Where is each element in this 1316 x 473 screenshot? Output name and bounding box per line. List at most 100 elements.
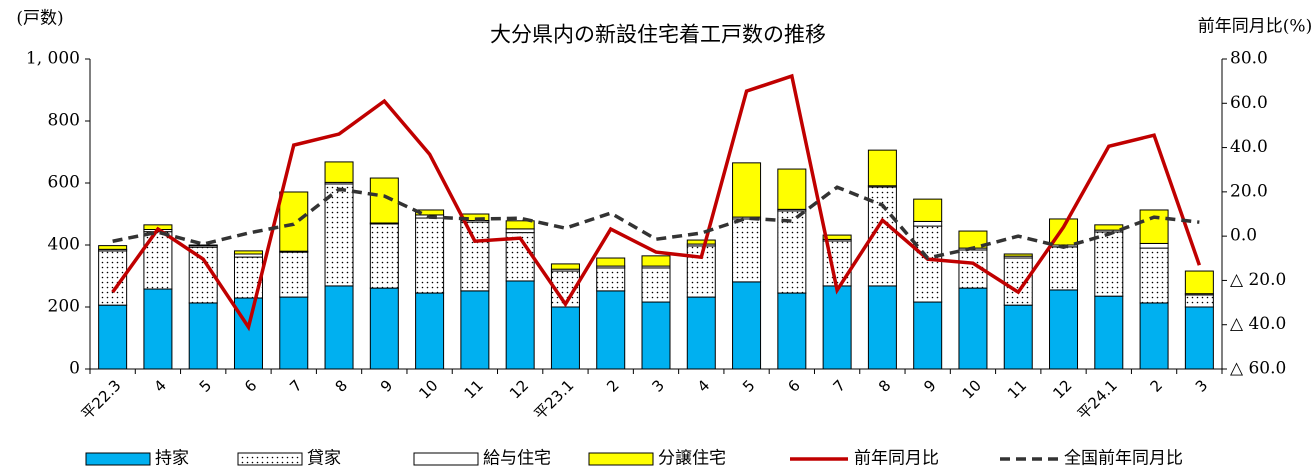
x-tick-label: 平24.1 xyxy=(1074,376,1121,423)
legend-label: 前年同月比 xyxy=(854,449,939,469)
x-tick-label: 11 xyxy=(461,376,487,402)
y2-tick-label: 80.0 xyxy=(1230,49,1268,69)
line-series xyxy=(111,73,1202,332)
bar-segment xyxy=(324,161,354,183)
bar-segment xyxy=(550,306,580,370)
bar-segment xyxy=(369,177,399,224)
x-tick-label: 11 xyxy=(1004,376,1030,402)
bar-segment xyxy=(913,220,943,227)
bar-segment xyxy=(913,198,943,222)
bar-segment xyxy=(641,255,671,267)
y2-tick-label: 20.0 xyxy=(1230,181,1268,201)
bar-segment xyxy=(686,296,716,370)
x-tick-label: 8 xyxy=(332,376,351,395)
bar-segment xyxy=(98,245,128,250)
x-tick-label: 10 xyxy=(959,376,985,402)
x-tick-label: 4 xyxy=(694,376,713,395)
bar-segment xyxy=(233,297,263,370)
x-tick-label: 2 xyxy=(1147,376,1166,395)
bar-segment xyxy=(324,183,354,287)
bar-segment xyxy=(777,168,807,210)
x-tick-label: 7 xyxy=(286,376,305,395)
bar-segment xyxy=(732,281,762,370)
bar-segment xyxy=(505,220,535,230)
bar-segment xyxy=(505,228,535,234)
x-tick-label: 9 xyxy=(377,376,396,395)
line-series xyxy=(112,185,1200,260)
bar-segment xyxy=(867,149,897,187)
chart-title: 大分県内の新設住宅着工戸数の推移 xyxy=(490,23,826,47)
bar-segment xyxy=(143,288,173,370)
y2-tick-label: 0.0 xyxy=(1230,226,1257,246)
x-tick-label: 7 xyxy=(830,376,849,395)
legend-label: 分譲住宅 xyxy=(658,449,726,469)
x-tick-label: 5 xyxy=(196,376,215,395)
bar-segment xyxy=(415,292,445,370)
bar-segment xyxy=(188,302,218,370)
bar-segment xyxy=(369,287,399,370)
bar-segment xyxy=(596,257,626,267)
legend-swatch xyxy=(85,452,151,466)
legend-swatch xyxy=(237,452,303,466)
bar-segment xyxy=(913,301,943,370)
bar-segment xyxy=(867,285,897,370)
x-tick-label: 12 xyxy=(1049,376,1075,402)
bar-segment xyxy=(505,280,535,370)
bar-segment xyxy=(641,301,671,370)
legend-label: 給与住宅 xyxy=(483,449,551,469)
bar-segment xyxy=(1049,218,1079,246)
x-tick-label: 6 xyxy=(784,376,803,395)
bar-segment xyxy=(324,285,354,370)
bar-segment xyxy=(1139,247,1169,304)
legend-label: 持家 xyxy=(155,449,189,469)
x-tick-label: 平22.3 xyxy=(78,376,125,423)
bar-segment xyxy=(279,191,309,252)
bar-segment xyxy=(1184,270,1214,295)
y-tick-label: 800 xyxy=(48,111,80,131)
y-axis-label: (戸数) xyxy=(16,9,63,29)
legend-label: 貸家 xyxy=(307,449,341,469)
bar-segment xyxy=(98,304,128,370)
x-tick-label: 12 xyxy=(506,376,532,402)
y-tick-label: 200 xyxy=(48,297,80,317)
bar-segment xyxy=(822,234,852,240)
x-tick-label: 3 xyxy=(649,376,668,395)
bar-segment xyxy=(641,267,671,303)
bar-segment xyxy=(415,217,445,294)
y-tick-label: 1, 000 xyxy=(26,49,80,69)
bar-segment xyxy=(596,267,626,292)
bar-segment xyxy=(1139,242,1169,249)
bar-segment xyxy=(1094,231,1124,297)
bar-segment xyxy=(1139,209,1169,244)
bar-segment xyxy=(958,287,988,370)
y2-axis-label: 前年同月比(%) xyxy=(1198,17,1312,37)
x-tick-label: 5 xyxy=(739,376,758,395)
x-tick-label: 2 xyxy=(603,376,622,395)
bar-segment xyxy=(1094,295,1124,370)
bar-segment xyxy=(369,223,399,289)
bar-segment xyxy=(732,162,762,218)
y2-tick-label: △ 40.0 xyxy=(1230,314,1286,334)
y2-tick-label: △ 60.0 xyxy=(1230,359,1286,379)
bar-segment xyxy=(1049,246,1079,291)
x-tick-label: 6 xyxy=(241,376,260,395)
x-tick-label: 3 xyxy=(1192,376,1211,395)
y2-tick-label: 40.0 xyxy=(1230,137,1268,157)
bar-segment xyxy=(1139,302,1169,370)
y-tick-label: 400 xyxy=(48,235,80,255)
x-tick-label: 9 xyxy=(920,376,939,395)
bar-segment xyxy=(777,292,807,370)
bar-segment xyxy=(1003,253,1033,257)
y2-tick-label: 60.0 xyxy=(1230,93,1268,113)
x-tick-label: 平23.1 xyxy=(530,376,577,423)
bar-segment xyxy=(1049,289,1079,370)
bar-segment xyxy=(1003,304,1033,370)
y2-tick-label: △ 20.0 xyxy=(1230,270,1286,290)
bar-segment xyxy=(460,290,490,370)
legend-swatch xyxy=(588,452,654,466)
bar-segment xyxy=(732,218,762,283)
bar-segment xyxy=(550,263,580,270)
legend-swatch xyxy=(413,452,479,466)
legend-label: 全国前年同月比 xyxy=(1064,449,1183,469)
bar-segment xyxy=(460,221,490,292)
